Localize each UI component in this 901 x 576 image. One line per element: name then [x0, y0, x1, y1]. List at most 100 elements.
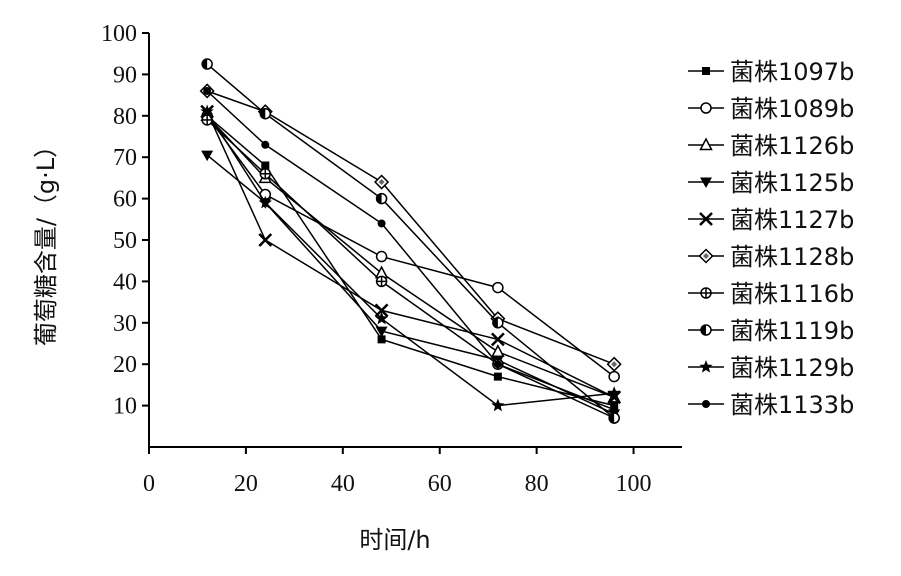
circle-filled-marker	[261, 140, 270, 149]
legend-item: 菌株1119b	[688, 317, 854, 345]
legend-label: 菌株1116b	[730, 280, 854, 308]
diamond-inner	[703, 253, 709, 259]
y-axis-title: 葡萄糖含量/（g·L）	[32, 134, 60, 346]
star-marker	[200, 104, 214, 118]
y-tick-label: 100	[101, 21, 137, 47]
data-point	[700, 287, 712, 299]
legend-label: 菌株1127b	[730, 206, 854, 234]
diamond-inner	[611, 361, 618, 368]
legend-label: 菌株1126b	[730, 132, 854, 160]
data-point	[259, 168, 272, 180]
half-circle-fill	[260, 108, 266, 119]
x-tick-label: 40	[331, 471, 355, 497]
legend-label: 菌株1089b	[730, 95, 854, 123]
series-1	[203, 111, 619, 410]
y-tick-label: 90	[113, 62, 137, 88]
half-circle-fill	[202, 59, 208, 70]
half-circle-fill	[609, 413, 615, 424]
triangle-marker	[491, 344, 505, 358]
data-point	[375, 250, 388, 263]
data-point	[374, 311, 389, 325]
data-point	[377, 219, 386, 228]
data-point	[610, 405, 619, 414]
circle-marker	[375, 250, 388, 263]
half-circle-fill	[376, 193, 382, 204]
data-point	[702, 400, 710, 408]
square-marker	[610, 401, 619, 410]
data-point	[201, 150, 214, 162]
series-8	[201, 58, 620, 424]
y-tick-label: 60	[113, 187, 137, 213]
data-point	[700, 324, 712, 336]
data-point	[200, 104, 214, 118]
data-point	[375, 192, 388, 205]
legend-item: 菌株1128b	[688, 243, 854, 271]
circle-filled-marker	[203, 86, 212, 95]
data-point	[374, 174, 390, 190]
cross-stroke	[699, 212, 713, 226]
legend-item: 菌株1133b	[688, 391, 854, 419]
circle-filled-marker	[493, 360, 502, 369]
data-point	[201, 58, 213, 70]
data-point	[610, 401, 619, 410]
series-line	[206, 90, 615, 411]
legend: 菌株1097b 菌株1089b 菌株1126b 菌株1125b 菌株1127b 菌株112…	[688, 58, 854, 419]
series-9	[200, 104, 621, 412]
x-tick-label: 60	[428, 471, 452, 497]
star-marker	[699, 360, 713, 373]
data-point	[490, 332, 505, 347]
series-line	[206, 115, 615, 407]
data-point	[700, 177, 712, 188]
data-point	[699, 137, 713, 151]
legend-item: 菌株1129b	[688, 354, 854, 382]
series-line	[206, 115, 615, 398]
y-tick-label: 50	[113, 228, 137, 254]
data-point	[261, 140, 270, 149]
y-tick-label: 20	[113, 352, 137, 378]
square-marker	[702, 67, 710, 75]
legend-item: 菌株1125b	[688, 169, 854, 197]
axes	[148, 33, 682, 448]
legend-label: 菌株1129b	[730, 354, 854, 382]
data-point	[259, 107, 272, 120]
legend-label: 菌株1128b	[730, 243, 854, 271]
diamond-inner	[378, 179, 385, 186]
legend-item: 菌株1127b	[688, 206, 854, 234]
circle-marker	[608, 370, 620, 383]
square-marker	[377, 335, 386, 344]
data-point	[492, 281, 504, 294]
star-marker	[374, 311, 389, 325]
legend-item: 菌株1089b	[688, 95, 854, 123]
legend-label: 菌株1133b	[730, 391, 854, 419]
data-point	[261, 161, 270, 170]
series-6	[199, 83, 622, 372]
square-marker	[261, 161, 270, 170]
x-tick-label: 100	[616, 471, 652, 497]
series-line	[206, 111, 615, 398]
circle-marker	[700, 102, 712, 114]
data-point	[608, 370, 620, 383]
x-tick-label: 20	[234, 471, 258, 497]
data-point	[203, 86, 212, 95]
data-point	[700, 102, 712, 114]
data-point	[698, 248, 714, 264]
series-5	[200, 104, 622, 405]
series-layer	[199, 58, 622, 424]
y-tick-label: 70	[113, 145, 137, 171]
x-axis-title: 时间/h	[359, 526, 430, 554]
star-marker	[491, 398, 505, 412]
half-circle-fill	[492, 317, 498, 328]
y-tick-label: 40	[113, 269, 137, 295]
data-point	[606, 356, 622, 372]
data-point	[702, 67, 710, 75]
series-line	[206, 115, 615, 378]
data-point	[607, 386, 621, 399]
y-tick-label: 80	[113, 104, 137, 130]
legend-item: 菌株1126b	[688, 132, 854, 160]
data-point	[377, 335, 386, 344]
data-point	[699, 212, 713, 226]
data-point	[491, 398, 505, 412]
series-3	[200, 108, 621, 403]
data-point	[375, 326, 388, 338]
